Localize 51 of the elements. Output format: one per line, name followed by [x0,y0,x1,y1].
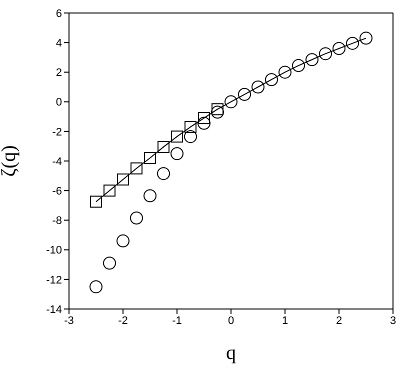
y-tick-label: 2 [56,67,62,80]
point [144,152,156,164]
point [90,196,102,208]
point [116,234,130,248]
point [265,73,278,86]
point [157,167,170,180]
point [103,256,116,270]
x-tick-label: -1 [172,314,182,327]
y-axis-title: ζ(q) [0,145,20,177]
point [292,59,305,72]
point [319,47,332,60]
point [170,147,184,160]
y-tick-label: -14 [46,304,62,316]
y-tick-label: -6 [52,186,62,198]
point [198,116,210,130]
x-axis-title: q [226,342,236,364]
point [306,53,318,66]
x-tick-label: 2 [336,314,342,327]
y-tick-label: -2 [52,126,62,138]
y-tick-label: 6 [56,8,62,20]
x-tick-label: -3 [64,314,74,327]
y-tick-label: 0 [56,96,62,109]
point [184,120,196,133]
x-tick-label: -2 [118,314,128,327]
y-tick-label: -10 [46,244,62,257]
point [90,280,102,294]
point [278,66,292,79]
point [332,42,346,56]
x-tick-label: 3 [390,314,396,327]
point [130,162,142,174]
point [346,36,359,50]
point [224,95,238,108]
point [212,103,224,116]
point [158,140,170,153]
y-tick-label: -8 [52,215,62,228]
point [238,88,251,101]
point [171,130,183,143]
x-tick-label: 0 [228,314,234,327]
x-tick-label: 1 [282,314,288,327]
point [130,211,143,224]
y-tick-label: 4 [56,38,62,50]
point [198,112,210,124]
point [144,189,156,202]
point [104,184,116,197]
point [211,106,224,119]
point [360,32,372,45]
y-tick-label: -4 [52,156,62,168]
point [252,80,264,94]
point [117,174,129,186]
y-tick-label: -12 [46,274,62,286]
point [184,130,197,144]
